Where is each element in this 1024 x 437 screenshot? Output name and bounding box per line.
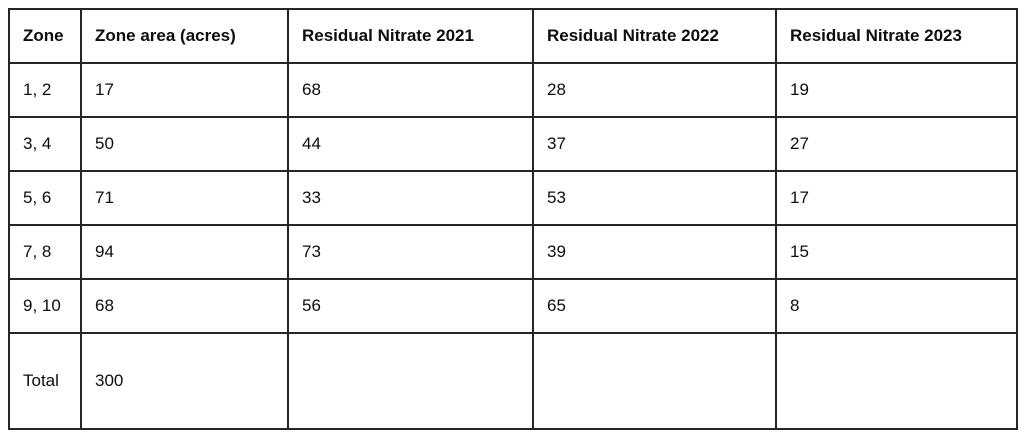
- cell-zone-area: 17: [80, 62, 289, 118]
- cell-zone-area: 71: [80, 170, 289, 226]
- table-header-row: Zone Zone area (acres) Residual Nitrate …: [8, 8, 1018, 64]
- table-total-row: Total 300: [8, 332, 1018, 430]
- cell-nitrate-2022: 37: [532, 116, 777, 172]
- cell-zone: 3, 4: [8, 116, 82, 172]
- table-row: 7, 8 94 73 39 15: [8, 224, 1018, 280]
- header-residual-nitrate-2022: Residual Nitrate 2022: [532, 8, 777, 64]
- cell-zone: 1, 2: [8, 62, 82, 118]
- cell-total-2023: [775, 332, 1018, 430]
- header-residual-nitrate-2023: Residual Nitrate 2023: [775, 8, 1018, 64]
- cell-nitrate-2021: 33: [287, 170, 534, 226]
- cell-total-label: Total: [8, 332, 82, 430]
- cell-nitrate-2023: 17: [775, 170, 1018, 226]
- cell-zone-area: 94: [80, 224, 289, 280]
- header-residual-nitrate-2021: Residual Nitrate 2021: [287, 8, 534, 64]
- table-row: 5, 6 71 33 53 17: [8, 170, 1018, 226]
- cell-nitrate-2023: 27: [775, 116, 1018, 172]
- table-row: 9, 10 68 56 65 8: [8, 278, 1018, 334]
- residual-nitrate-table: Zone Zone area (acres) Residual Nitrate …: [8, 8, 1018, 430]
- cell-zone: 7, 8: [8, 224, 82, 280]
- cell-nitrate-2021: 68: [287, 62, 534, 118]
- cell-nitrate-2022: 53: [532, 170, 777, 226]
- cell-nitrate-2021: 56: [287, 278, 534, 334]
- header-zone-area: Zone area (acres): [80, 8, 289, 64]
- cell-total-2022: [532, 332, 777, 430]
- cell-nitrate-2021: 73: [287, 224, 534, 280]
- header-zone: Zone: [8, 8, 82, 64]
- cell-total-area: 300: [80, 332, 289, 430]
- table-row: 1, 2 17 68 28 19: [8, 62, 1018, 118]
- cell-zone-area: 50: [80, 116, 289, 172]
- cell-nitrate-2021: 44: [287, 116, 534, 172]
- cell-zone: 5, 6: [8, 170, 82, 226]
- cell-total-2021: [287, 332, 534, 430]
- cell-nitrate-2022: 28: [532, 62, 777, 118]
- cell-nitrate-2022: 65: [532, 278, 777, 334]
- cell-nitrate-2022: 39: [532, 224, 777, 280]
- cell-nitrate-2023: 8: [775, 278, 1018, 334]
- cell-zone-area: 68: [80, 278, 289, 334]
- cell-zone: 9, 10: [8, 278, 82, 334]
- table-row: 3, 4 50 44 37 27: [8, 116, 1018, 172]
- cell-nitrate-2023: 19: [775, 62, 1018, 118]
- cell-nitrate-2023: 15: [775, 224, 1018, 280]
